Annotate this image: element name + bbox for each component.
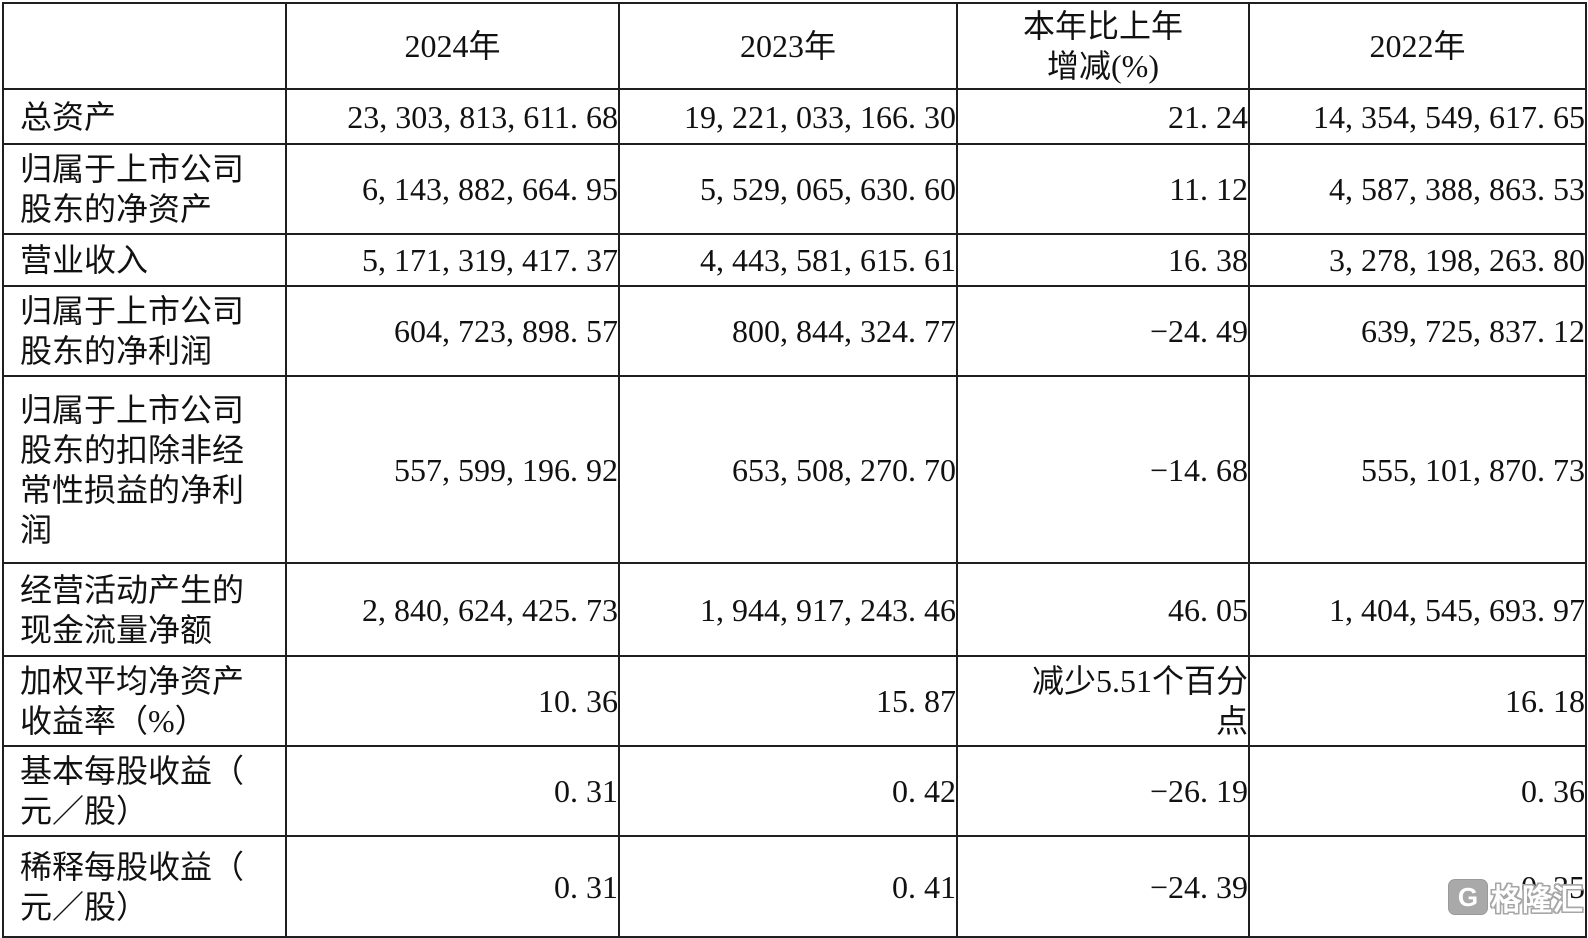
value-2023: 800, 844, 324. 77	[618, 285, 958, 377]
value-2022: 0. 36	[1248, 745, 1587, 837]
table-row-weighted-avg-roe: 加权平均净资产 收益率（%） 10. 36 15. 87 减少5.51个百分点 1…	[2, 655, 1587, 747]
column-header-2023: 2023年	[618, 2, 958, 90]
row-label: 归属于上市公司 股东的净利润	[2, 285, 287, 377]
value-yoy-change: 11. 12	[956, 143, 1250, 235]
value-2022: 4, 587, 388, 863. 53	[1248, 143, 1587, 235]
value-yoy-change: −26. 19	[956, 745, 1250, 837]
row-label: 归属于上市公司 股东的扣除非经 常性损益的净利润	[2, 375, 287, 564]
header-row: 2024年 2023年 本年比上年 增减(%) 2022年	[2, 2, 1587, 90]
row-label: 经营活动产生的 现金流量净额	[2, 562, 287, 657]
value-2024: 6, 143, 882, 664. 95	[285, 143, 620, 235]
metric-column-header	[2, 2, 287, 90]
value-2022: 16. 18	[1248, 655, 1587, 747]
value-2022: 555, 101, 870. 73	[1248, 375, 1587, 564]
value-2023: 0. 42	[618, 745, 958, 837]
value-2024: 557, 599, 196. 92	[285, 375, 620, 564]
row-label: 稀释每股收益（ 元／股）	[2, 835, 287, 938]
column-header-yoy-change: 本年比上年 增减(%)	[956, 2, 1250, 90]
value-2023: 19, 221, 033, 166. 30	[618, 88, 958, 145]
value-2023: 15. 87	[618, 655, 958, 747]
value-2023: 1, 944, 917, 243. 46	[618, 562, 958, 657]
table-row-deducted-net-profit: 归属于上市公司 股东的扣除非经 常性损益的净利润 557, 599, 196. 92…	[2, 375, 1587, 564]
row-label: 基本每股收益（ 元／股）	[2, 745, 287, 837]
value-yoy-change: 21. 24	[956, 88, 1250, 145]
value-2022: 3, 278, 198, 263. 80	[1248, 233, 1587, 287]
column-header-2024: 2024年	[285, 2, 620, 90]
row-label: 总资产	[2, 88, 287, 145]
logo-letter: G	[1457, 882, 1479, 912]
row-label: 营业收入	[2, 233, 287, 287]
value-yoy-change: 46. 05	[956, 562, 1250, 657]
value-2024: 5, 171, 319, 417. 37	[285, 233, 620, 287]
table-row-diluted-eps: 稀释每股收益（ 元／股） 0. 31 0. 41 −24. 39 0. 35	[2, 835, 1587, 938]
value-2022: 0. 35	[1248, 835, 1587, 938]
table-row-basic-eps: 基本每股收益（ 元／股） 0. 31 0. 42 −26. 19 0. 36	[2, 745, 1587, 837]
table-row-operating-cash-flow: 经营活动产生的 现金流量净额 2, 840, 624, 425. 73 1, 94…	[2, 562, 1587, 657]
value-yoy-change: 减少5.51个百分点	[956, 655, 1250, 747]
gelonghui-logo-icon: G	[1448, 879, 1488, 915]
value-yoy-change: −24. 49	[956, 285, 1250, 377]
table-row-net-profit: 归属于上市公司 股东的净利润 604, 723, 898. 57 800, 844…	[2, 285, 1587, 377]
value-2024: 604, 723, 898. 57	[285, 285, 620, 377]
value-2023: 4, 443, 581, 615. 61	[618, 233, 958, 287]
value-2024: 23, 303, 813, 611. 68	[285, 88, 620, 145]
value-2024: 2, 840, 624, 425. 73	[285, 562, 620, 657]
value-2023: 5, 529, 065, 630. 60	[618, 143, 958, 235]
value-2024: 0. 31	[285, 745, 620, 837]
table-row-operating-revenue: 营业收入 5, 171, 319, 417. 37 4, 443, 581, 6…	[2, 233, 1587, 287]
value-2022: 639, 725, 837. 12	[1248, 285, 1587, 377]
watermark-brand-text: 格隆汇	[1491, 884, 1584, 917]
value-2023: 0. 41	[618, 835, 958, 938]
value-2022: 1, 404, 545, 693. 97	[1248, 562, 1587, 657]
row-label: 归属于上市公司 股东的净资产	[2, 143, 287, 235]
value-yoy-change: 16. 38	[956, 233, 1250, 287]
value-yoy-change: −24. 39	[956, 835, 1250, 938]
table-row-total-assets: 总资产 23, 303, 813, 611. 68 19, 221, 033, …	[2, 88, 1587, 145]
value-yoy-change: −14. 68	[956, 375, 1250, 564]
value-2024: 10. 36	[285, 655, 620, 747]
gelonghui-watermark: G 格隆汇	[1448, 875, 1584, 919]
value-2023: 653, 508, 270. 70	[618, 375, 958, 564]
value-2024: 0. 31	[285, 835, 620, 938]
table-row-net-assets: 归属于上市公司 股东的净资产 6, 143, 882, 664. 95 5, 52…	[2, 143, 1587, 235]
value-2022: 14, 354, 549, 617. 65	[1248, 88, 1587, 145]
row-label: 加权平均净资产 收益率（%）	[2, 655, 287, 747]
column-header-2022: 2022年	[1248, 2, 1587, 90]
